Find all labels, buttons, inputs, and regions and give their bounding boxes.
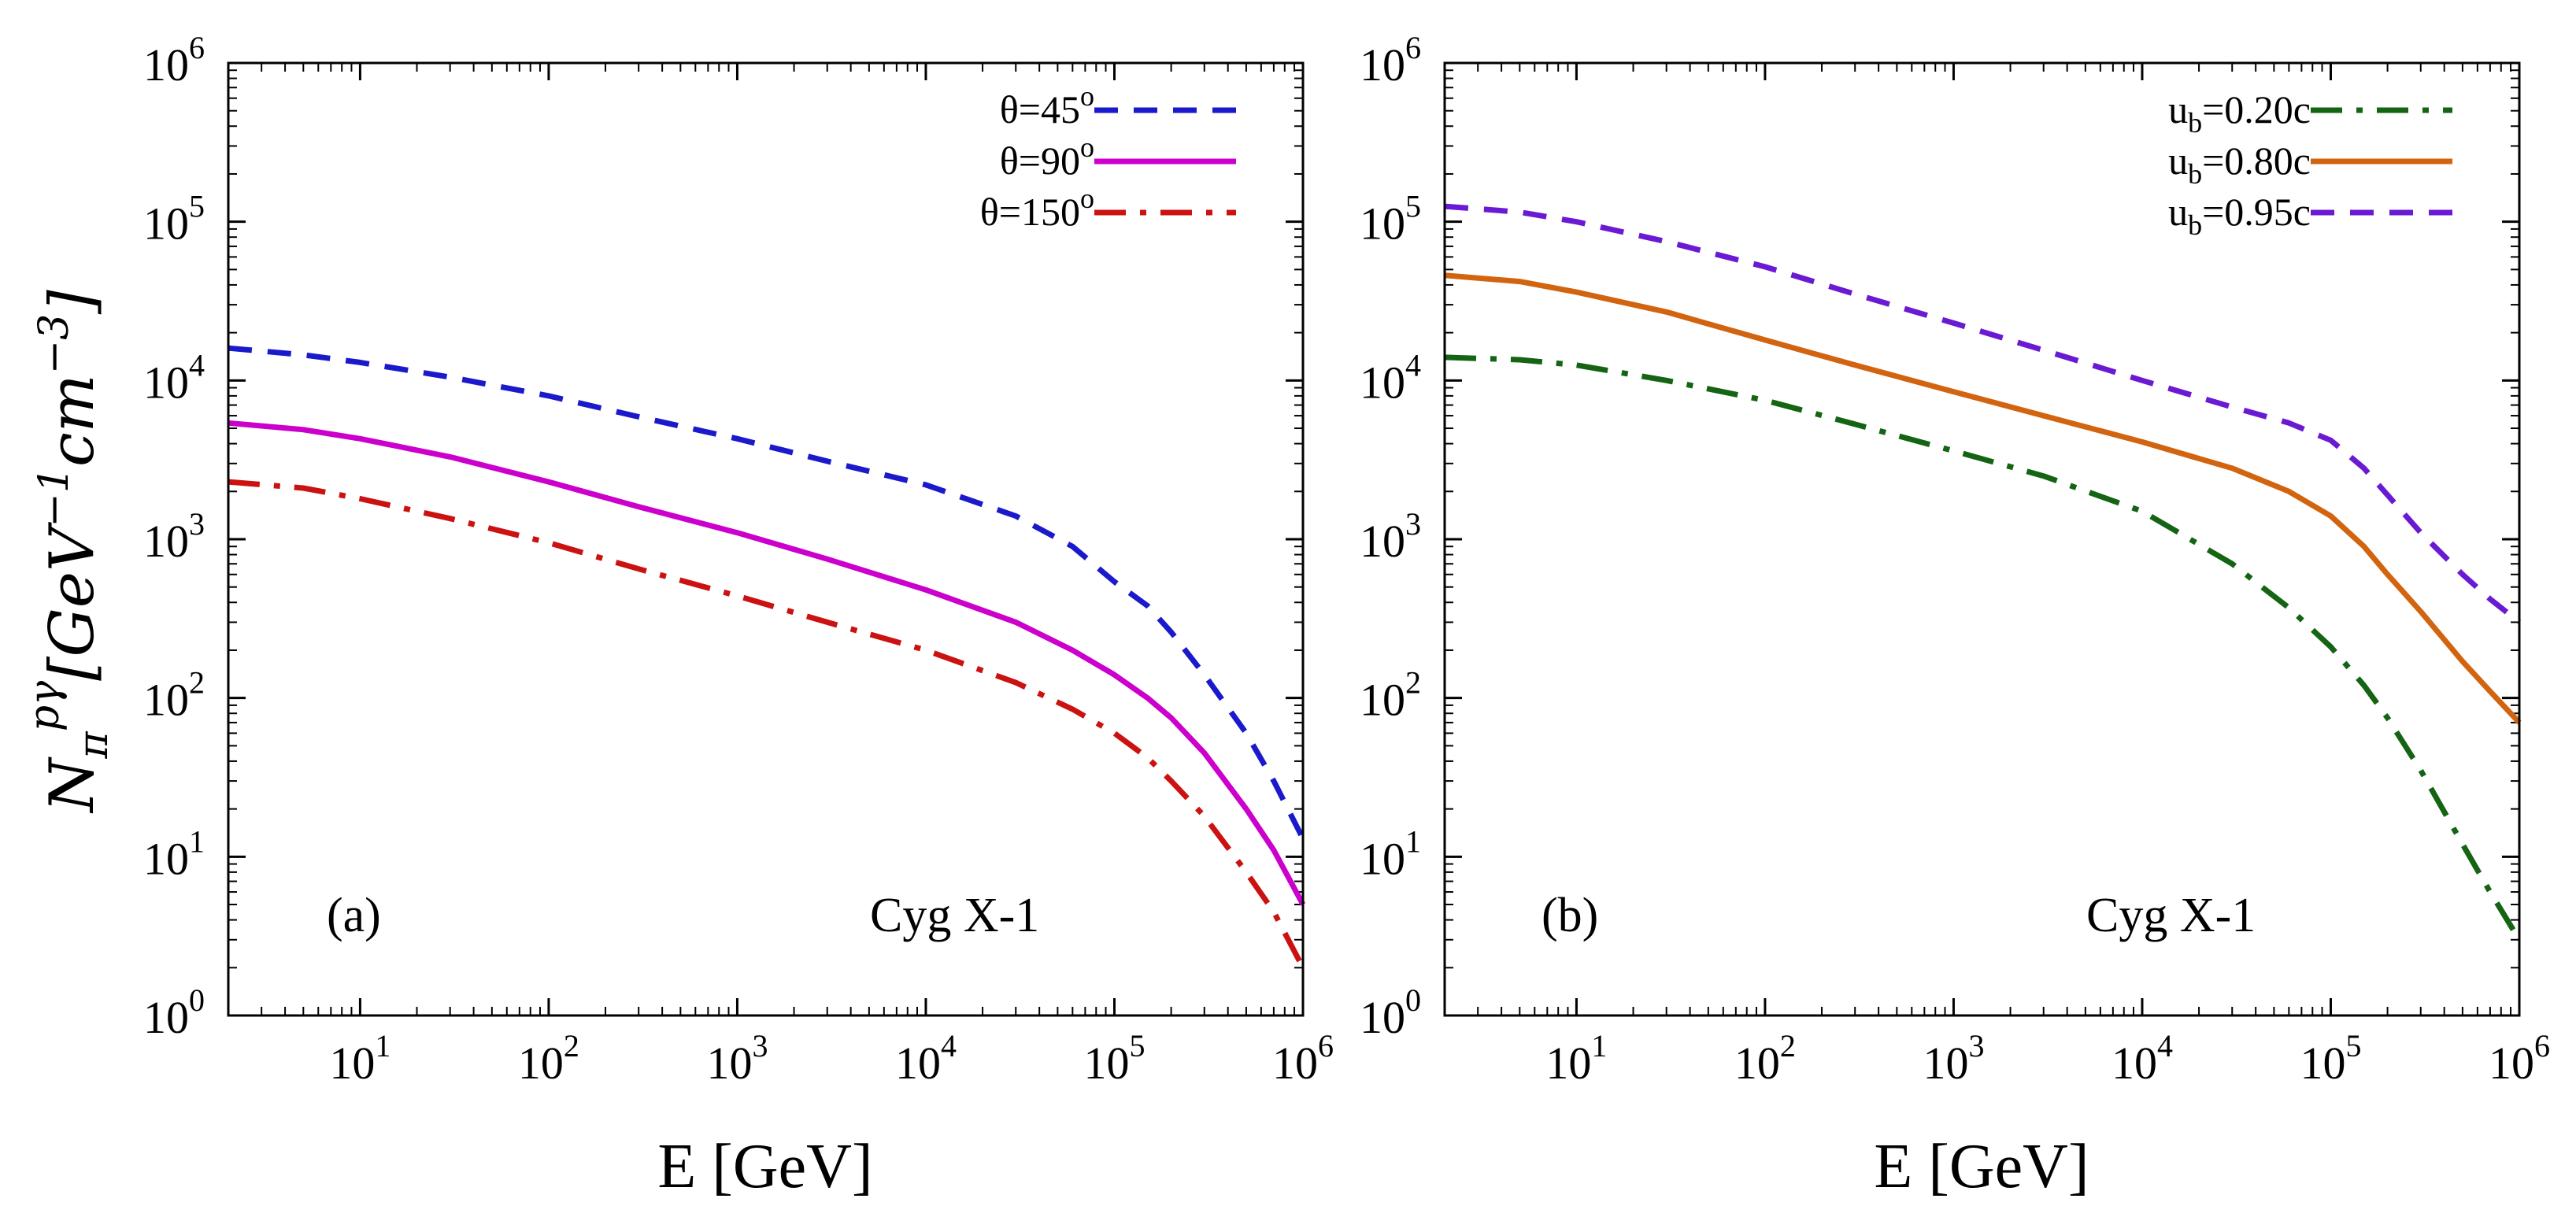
panel-a-legend-label-1: θ=45o	[1000, 80, 1094, 131]
panel-b-x-tick-label: 105	[2300, 1028, 2361, 1089]
panel-a-label: (a)	[327, 889, 381, 942]
y-label-unit-mid: cm	[37, 374, 108, 467]
panel-a-legend-label-3: θ=150o	[980, 183, 1094, 234]
y-axis-label: Nπpγ[GeV−1cm−3]	[21, 290, 117, 814]
panel-a-x-tick-label: 104	[895, 1028, 957, 1089]
panel-b-legend-label-2: ub=0.80c	[2168, 139, 2311, 190]
panel-b-x-tick-label: 103	[1923, 1028, 1984, 1089]
panel-b-series	[1444, 203, 2522, 941]
panel-b-label: (b)	[1542, 889, 1598, 942]
panel-a-series-line-1	[228, 345, 1306, 840]
panel-a-y-tick-label: 105	[143, 189, 205, 250]
panel-a-y-tick-label: 104	[143, 347, 205, 408]
panel-a-x-tick-label: 105	[1083, 1028, 1145, 1089]
panel-a-series-line-2	[228, 420, 1306, 906]
y-label-unit-open: [GeV	[37, 522, 108, 681]
panel-b-x-tick-label: 101	[1545, 1028, 1607, 1089]
y-label-sub: π	[70, 731, 117, 759]
y-label-unit-sup2: −3	[31, 314, 78, 375]
y-label-unit-close: ]	[37, 290, 108, 315]
panel-a-series	[228, 345, 1306, 969]
panel-b-legend-label-3: ub=0.95c	[2168, 190, 2311, 241]
panel-a-y-tick-label: 102	[143, 665, 205, 726]
panel-a-x-tick-label: 102	[518, 1028, 579, 1089]
panel-b-series-line-1	[1444, 354, 2522, 941]
panel-b-y-tick-label: 106	[1360, 30, 1421, 91]
panel-a-ticks	[228, 61, 1305, 1017]
panel-a-x-tick-label: 106	[1272, 1028, 1334, 1089]
panel-b-y-tick-label: 104	[1360, 347, 1421, 408]
y-label-unit-sup1: −1	[31, 467, 78, 527]
y-label-base: N	[37, 756, 108, 814]
panel-b-x-tick-label: 106	[2489, 1028, 2550, 1089]
panel-a-frame	[227, 61, 1305, 1017]
panel-b-y-tick-label: 101	[1360, 823, 1421, 884]
panel-b: 100 101 102 103 104 105 106 101 102 103 104 105 106…	[1360, 30, 2550, 1201]
panel-a-y-tick-label: 100	[143, 982, 205, 1043]
panel-b-y-tick-label: 103	[1360, 506, 1421, 567]
panel-a-x-tick-label: 103	[706, 1028, 768, 1089]
panel-a: 100 101 102 103 104 105 106 101 102 103 104 105 106…	[143, 30, 1334, 1201]
panel-a-series-line-3	[228, 479, 1306, 969]
panel-b-frame	[1443, 61, 2521, 1017]
panel-b-x-axis-label: E [GeV]	[1874, 1132, 2089, 1201]
panel-a-y-tick-label: 106	[143, 30, 205, 91]
panel-b-x-tick-label: 102	[1734, 1028, 1796, 1089]
panel-a-x-tick-labels: 101 102 103 104 105 106	[329, 1028, 1334, 1089]
svg-text:Nπpγ[GeV−1cm−3]: Nπpγ[GeV−1cm−3]	[21, 290, 117, 814]
panel-a-annotation: Cyg X-1	[870, 889, 1039, 942]
panel-b-series-line-2	[1444, 272, 2522, 725]
panel-b-y-tick-label: 100	[1360, 982, 1421, 1043]
panel-b-y-tick-labels: 100 101 102 103 104 105 106	[1360, 30, 1421, 1043]
panel-a-x-tick-label: 101	[329, 1028, 390, 1089]
panel-b-x-tick-labels: 101 102 103 104 105 106	[1545, 1028, 2550, 1089]
panel-b-x-tick-label: 104	[2112, 1028, 2173, 1089]
panel-a-legend-label-2: θ=90o	[1000, 131, 1094, 183]
panel-a-x-axis-label: E [GeV]	[657, 1132, 872, 1201]
panel-b-legend-label-1: ub=0.20c	[2168, 87, 2311, 139]
panel-b-y-tick-label: 105	[1360, 189, 1421, 250]
y-label-sup: pγ	[21, 680, 68, 731]
panel-b-series-line-3	[1444, 203, 2522, 625]
panel-a-y-tick-label: 101	[143, 823, 205, 884]
panel-b-y-tick-label: 102	[1360, 665, 1421, 726]
panel-b-annotation: Cyg X-1	[2086, 889, 2256, 942]
panel-a-y-tick-label: 103	[143, 506, 205, 567]
panel-a-y-tick-labels: 100 101 102 103 104 105 106	[143, 30, 205, 1043]
